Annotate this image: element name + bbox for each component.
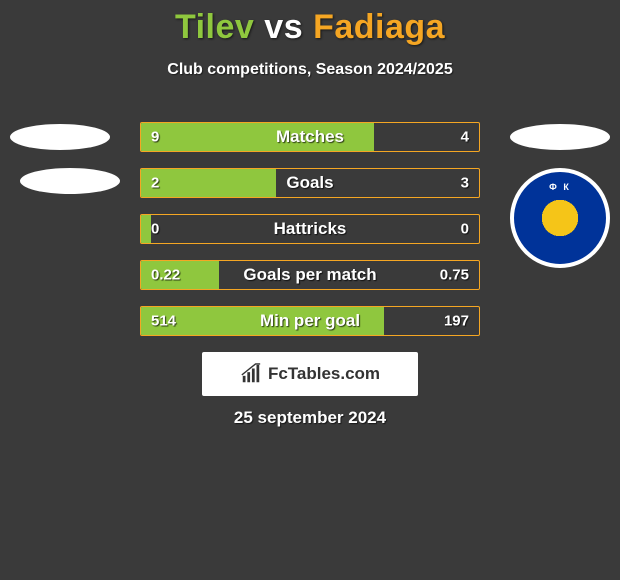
stat-bar-fill (141, 123, 374, 151)
stat-value-left: 2 (151, 175, 159, 192)
stat-bar: 0.22Goals per match0.75 (140, 260, 480, 290)
stat-value-right: 3 (461, 175, 469, 192)
player1-name: Tilev (175, 8, 254, 46)
subtitle: Club competitions, Season 2024/2025 (0, 61, 620, 79)
stat-bar-fill (141, 169, 276, 197)
chart-icon (240, 363, 262, 385)
stat-value-left: 0.22 (151, 267, 180, 284)
stat-bar-fill (141, 307, 384, 335)
stat-value-right: 0 (461, 221, 469, 238)
badge-text: Ф К (514, 182, 606, 192)
vs-text: vs (264, 8, 303, 46)
stat-bar: 0Hattricks0 (140, 214, 480, 244)
player1-club-badge (20, 168, 120, 194)
stat-value-left: 9 (151, 129, 159, 146)
watermark: FcTables.com (202, 352, 418, 396)
player2-club-badge: Ф К (510, 168, 610, 268)
stat-label: Hattricks (141, 219, 479, 239)
stat-value-right: 4 (461, 129, 469, 146)
stat-value-right: 0.75 (440, 267, 469, 284)
stat-bars: 9Matches4 2Goals3 0Hattricks0 0.22Goals per… (140, 122, 480, 352)
comparison-title: Tilev vs Fadiaga (0, 0, 620, 47)
stat-bar-fill (141, 215, 151, 243)
stat-value-right: 197 (444, 313, 469, 330)
watermark-text: FcTables.com (268, 364, 380, 384)
stat-value-left: 0 (151, 221, 159, 238)
date: 25 september 2024 (0, 408, 620, 428)
stat-value-left: 514 (151, 313, 176, 330)
stat-bar: 9Matches4 (140, 122, 480, 152)
player2-name: Fadiaga (313, 8, 445, 46)
stat-bar: 2Goals3 (140, 168, 480, 198)
stat-bar: 514Min per goal197 (140, 306, 480, 336)
